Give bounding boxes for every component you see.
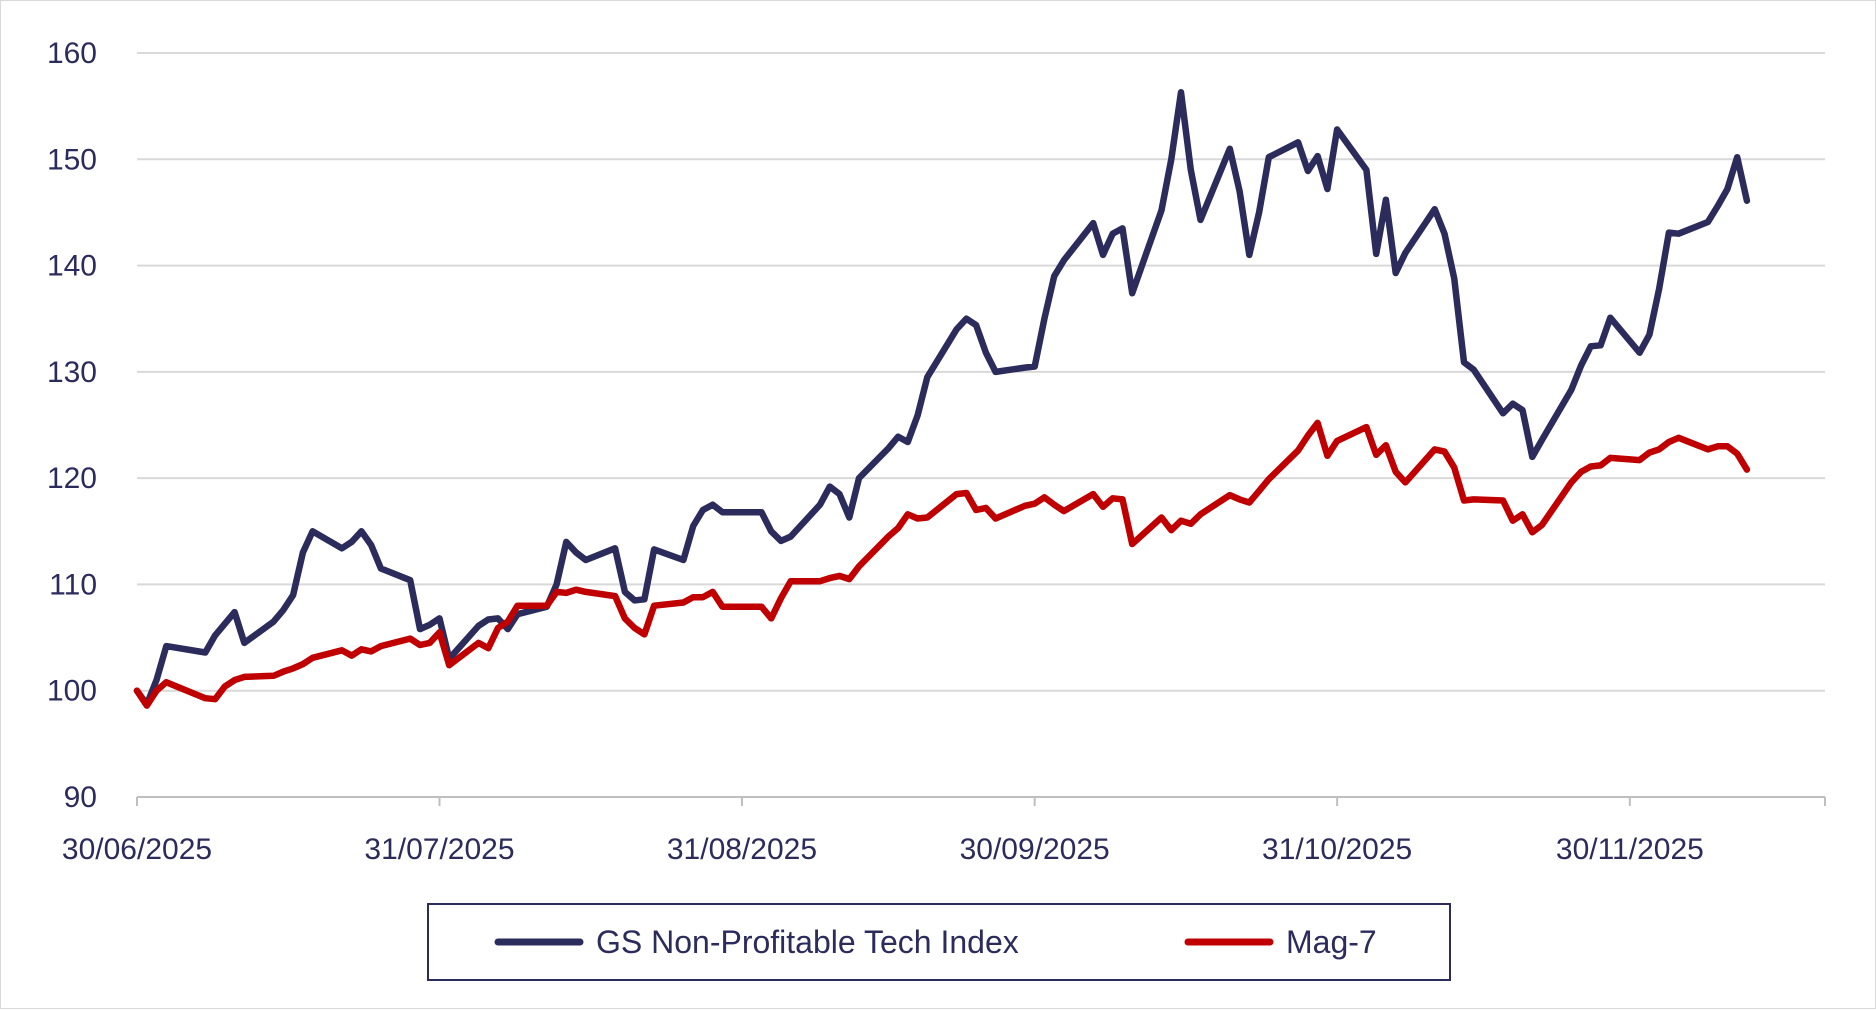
x-tick-label: 31/07/2025: [364, 833, 514, 866]
y-tick-label: 110: [49, 568, 97, 601]
y-tick-label: 90: [64, 781, 97, 814]
x-tick-label: 31/08/2025: [667, 833, 817, 866]
series-line-1: [133, 419, 1751, 709]
legend-box: [427, 903, 1451, 981]
y-tick-label: 150: [47, 143, 97, 176]
x-tick-label: 30/11/2025: [1556, 833, 1704, 866]
series-lines: [133, 89, 1751, 709]
x-tick-label: 31/10/2025: [1262, 833, 1412, 866]
x-axis-tick-labels: 30/06/2025 31/07/2025 31/08/2025 30/09/2025…: [62, 833, 1704, 866]
x-tick-label: 30/06/2025: [62, 833, 212, 866]
y-tick-label: 130: [47, 356, 97, 389]
y-tick-label: 140: [47, 250, 97, 283]
legend-label-gs-index: GS Non-Profitable Tech Index: [596, 924, 1019, 960]
y-tick-label: 160: [47, 37, 97, 70]
y-tick-label: 100: [47, 675, 97, 708]
legend-label-mag7: Mag-7: [1286, 924, 1377, 960]
y-axis-tick-labels: 90 100 110 120 130 140 150 160: [47, 37, 97, 814]
series-line-0: [133, 89, 1751, 708]
x-tick-label: 30/09/2025: [960, 833, 1110, 866]
x-axis: [136, 796, 1826, 806]
gridlines: [137, 52, 1825, 692]
legend: GS Non-Profitable Tech Index Mag-7: [427, 903, 1451, 981]
y-tick-label: 120: [47, 462, 97, 495]
